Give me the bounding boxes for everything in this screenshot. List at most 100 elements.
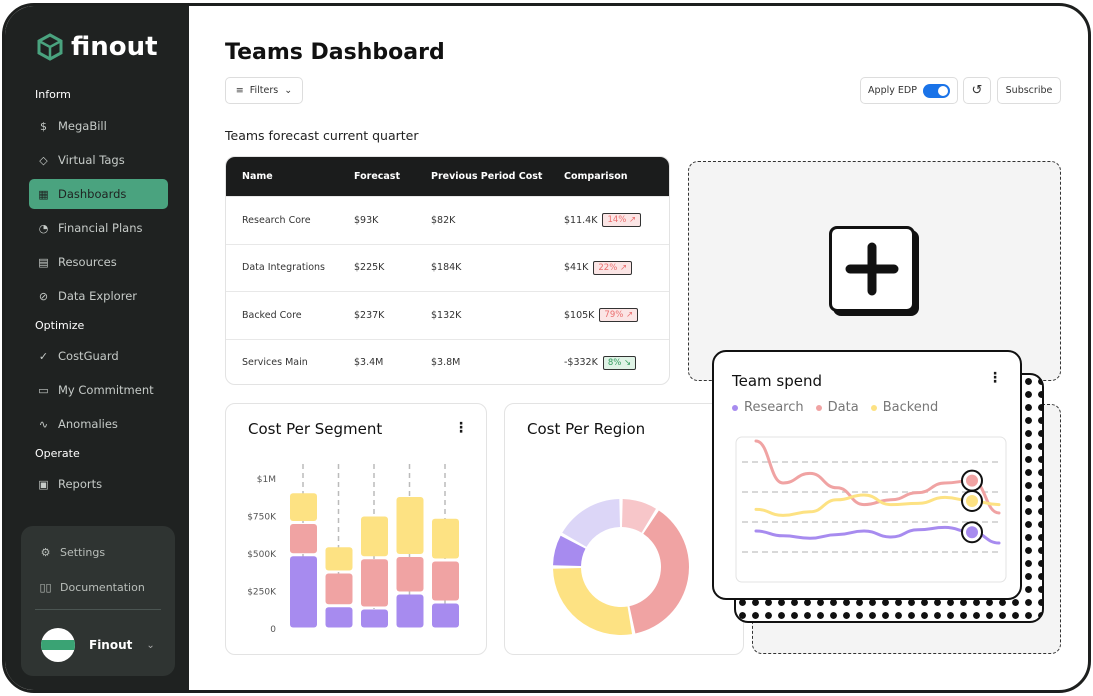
app-window: finout Inform Optimize Operate $ MegaBill… bbox=[2, 3, 1091, 693]
table-row[interactable]: Services Main $3.4M $3.8M -$332K 8% ↘ bbox=[226, 338, 669, 385]
plot-area bbox=[735, 436, 1007, 583]
bar-segment bbox=[361, 559, 388, 607]
y-tick-label: $500K bbox=[247, 550, 277, 560]
series-line-backend bbox=[754, 493, 1001, 517]
y-tick-label: $1M bbox=[257, 475, 276, 485]
bar-segment bbox=[325, 573, 353, 605]
avatar bbox=[41, 628, 75, 662]
book-icon: ▯▯ bbox=[39, 581, 52, 594]
grid-icon: ▦ bbox=[38, 187, 49, 201]
legend-data: Data bbox=[815, 400, 859, 415]
donut-slice bbox=[553, 535, 586, 567]
toggle-switch[interactable] bbox=[922, 83, 950, 98]
settings-link[interactable]: ⚙ Settings bbox=[40, 546, 106, 559]
bar-segment bbox=[396, 497, 424, 554]
bar-segment bbox=[432, 518, 459, 559]
documentation-link[interactable]: ▯▯ Documentation bbox=[39, 581, 145, 594]
section-optimize: Optimize bbox=[35, 319, 85, 332]
sidebar-item-data-explorer[interactable]: ⊘ Data Explorer bbox=[38, 289, 137, 303]
forecast-title: Teams forecast current quarter bbox=[225, 128, 419, 143]
tag-icon: ◇ bbox=[39, 153, 48, 167]
more-options-icon[interactable]: ⋮ bbox=[988, 370, 1002, 386]
sidebar-item-financial-plans[interactable]: ◔ Financial Plans bbox=[38, 221, 143, 235]
bar-segment bbox=[290, 524, 317, 554]
line-chart bbox=[735, 436, 1007, 583]
highlight-point-dot bbox=[966, 495, 978, 507]
gear-icon: ⚙ bbox=[40, 546, 51, 559]
chevron-down-icon: ⌄ bbox=[146, 639, 155, 651]
subscribe-button[interactable]: Subscribe bbox=[997, 77, 1061, 104]
donut-slice bbox=[562, 499, 621, 547]
chart-title: Cost Per Segment bbox=[248, 420, 383, 438]
chart-title: Team spend bbox=[732, 372, 823, 390]
refresh-button[interactable]: ↺ bbox=[963, 77, 991, 104]
add-widget-placeholder[interactable] bbox=[688, 161, 1061, 381]
series-line-research bbox=[754, 525, 1001, 545]
table-row[interactable]: Data Integrations $225K $184K $41K 22% ↗ bbox=[226, 243, 669, 292]
table-row[interactable]: Research Core $93K $82K $11.4K 14% ↗ bbox=[226, 196, 669, 244]
chart-legend: Research Data Backend bbox=[732, 400, 938, 415]
user-menu[interactable]: Finout ⌄ bbox=[41, 628, 155, 662]
filter-icon: ≡ bbox=[235, 85, 244, 96]
cost-per-segment-card: Cost Per Segment ⋮ 0 $250K $500K $750K $1M bbox=[225, 403, 487, 655]
pulse-icon: ∿ bbox=[38, 417, 49, 431]
donut-slice bbox=[553, 567, 633, 635]
bar-segment bbox=[325, 547, 353, 571]
bar-segment bbox=[325, 607, 353, 628]
legend-backend: Backend bbox=[870, 400, 938, 415]
highlight-point-dot bbox=[966, 474, 978, 487]
donut-chart bbox=[553, 499, 689, 635]
sidebar-item-virtual-tags[interactable]: ◇ Virtual Tags bbox=[29, 145, 168, 175]
bar-segment bbox=[361, 516, 388, 557]
legend-research: Research bbox=[732, 400, 804, 415]
apply-edp-toggle[interactable]: Apply EDP bbox=[860, 77, 958, 104]
bar-segment bbox=[432, 603, 459, 628]
section-inform: Inform bbox=[35, 88, 71, 101]
sidebar-item-reports[interactable]: ▣ Reports bbox=[38, 477, 103, 491]
table-row[interactable]: Backed Core $237K $132K $105K 79% ↗ bbox=[226, 291, 669, 339]
sidebar-item-dashboards[interactable]: ▦ Dashboards bbox=[29, 179, 168, 209]
main-content: Teams Dashboard ≡ Filters ⌄ Apply EDP ↺ Su… bbox=[189, 6, 1088, 690]
plus-icon bbox=[845, 242, 899, 296]
bar-segment bbox=[396, 594, 424, 628]
sidebar-item-anomalies[interactable]: ∿ Anomalies bbox=[38, 417, 118, 431]
bar-segment bbox=[290, 556, 317, 628]
report-icon: ▣ bbox=[38, 477, 49, 491]
sidebar-item-megabill[interactable]: $ MegaBill bbox=[29, 111, 168, 141]
bar-chart: 0 $250K $500K $750K $1M bbox=[247, 464, 459, 635]
cost-per-region-card: Cost Per Region bbox=[504, 403, 744, 655]
add-widget-button[interactable] bbox=[829, 226, 915, 312]
sidebar-item-resources[interactable]: ▤ Resources bbox=[38, 255, 117, 269]
series-line-data bbox=[754, 439, 1001, 515]
highlight-point-dot bbox=[966, 526, 978, 539]
comparison-badge: 79% ↗ bbox=[599, 308, 639, 323]
bar-segment bbox=[361, 609, 388, 628]
shield-check-icon: ✓ bbox=[38, 349, 49, 363]
cube-logo-icon bbox=[37, 33, 63, 61]
donut-slice bbox=[621, 499, 656, 533]
sidebar-item-costguard[interactable]: ✓ CostGuard bbox=[38, 349, 119, 363]
comparison-badge: 22% ↗ bbox=[593, 260, 633, 275]
divider bbox=[35, 609, 161, 610]
y-tick-label: $250K bbox=[247, 588, 277, 598]
filters-button[interactable]: ≡ Filters ⌄ bbox=[225, 77, 303, 104]
refresh-icon: ↺ bbox=[971, 83, 983, 98]
comparison-badge: 14% ↗ bbox=[602, 213, 642, 228]
logo: finout bbox=[35, 32, 158, 62]
table-header: Name Forecast Previous Period Cost Comparis… bbox=[226, 157, 669, 196]
bar-segment bbox=[432, 561, 459, 601]
chevron-down-icon: ⌄ bbox=[284, 85, 293, 96]
donut-slice bbox=[629, 510, 689, 634]
team-spend-card: Team spend ⋮ Research Data Backend bbox=[712, 350, 1022, 600]
sidebar-item-my-commitment[interactable]: ▭ My Commitment bbox=[38, 383, 154, 397]
pie-icon: ◔ bbox=[38, 221, 49, 235]
section-operate: Operate bbox=[35, 447, 80, 460]
page-title: Teams Dashboard bbox=[225, 40, 445, 65]
more-options-icon[interactable]: ⋮ bbox=[454, 420, 468, 436]
bar-segment bbox=[290, 493, 317, 521]
y-tick-label: $750K bbox=[247, 513, 277, 523]
compass-icon: ⊘ bbox=[38, 289, 49, 303]
dollar-circle-icon: $ bbox=[40, 119, 47, 133]
comparison-badge: 8% ↘ bbox=[602, 355, 637, 370]
table-icon: ▤ bbox=[38, 255, 49, 269]
